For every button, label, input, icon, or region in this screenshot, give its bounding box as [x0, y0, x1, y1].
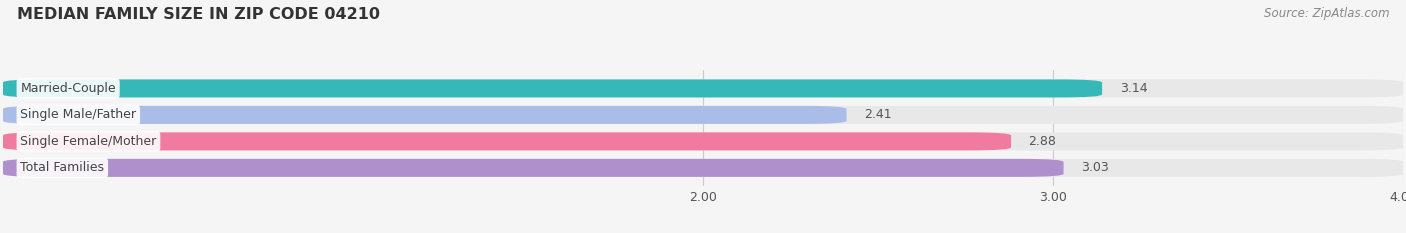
FancyBboxPatch shape	[3, 79, 1102, 97]
FancyBboxPatch shape	[3, 106, 1403, 124]
FancyBboxPatch shape	[3, 79, 1403, 97]
Text: Married-Couple: Married-Couple	[20, 82, 115, 95]
Text: Single Male/Father: Single Male/Father	[20, 108, 136, 121]
Text: 2.88: 2.88	[1029, 135, 1056, 148]
Text: 3.14: 3.14	[1119, 82, 1147, 95]
Text: 2.41: 2.41	[865, 108, 891, 121]
FancyBboxPatch shape	[3, 132, 1403, 150]
FancyBboxPatch shape	[3, 106, 846, 124]
Text: Source: ZipAtlas.com: Source: ZipAtlas.com	[1264, 7, 1389, 20]
Text: 3.03: 3.03	[1081, 161, 1109, 174]
Text: Single Female/Mother: Single Female/Mother	[20, 135, 156, 148]
FancyBboxPatch shape	[3, 132, 1011, 150]
Text: MEDIAN FAMILY SIZE IN ZIP CODE 04210: MEDIAN FAMILY SIZE IN ZIP CODE 04210	[17, 7, 380, 22]
FancyBboxPatch shape	[3, 159, 1403, 177]
Text: Total Families: Total Families	[20, 161, 104, 174]
FancyBboxPatch shape	[3, 159, 1063, 177]
